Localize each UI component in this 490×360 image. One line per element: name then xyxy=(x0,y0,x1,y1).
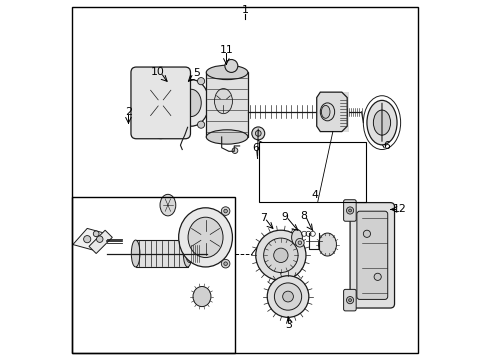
Circle shape xyxy=(221,259,230,268)
Circle shape xyxy=(295,238,304,247)
Circle shape xyxy=(364,230,370,237)
Bar xyxy=(72,197,235,353)
FancyBboxPatch shape xyxy=(350,203,394,308)
Text: 11: 11 xyxy=(220,45,233,55)
Ellipse shape xyxy=(183,240,192,267)
FancyBboxPatch shape xyxy=(357,211,388,300)
Text: 6: 6 xyxy=(383,141,390,151)
Ellipse shape xyxy=(160,194,176,216)
Text: 9: 9 xyxy=(282,212,289,221)
Ellipse shape xyxy=(179,208,232,267)
Polygon shape xyxy=(89,230,112,253)
Ellipse shape xyxy=(156,132,166,139)
Circle shape xyxy=(374,273,381,280)
Ellipse shape xyxy=(188,217,223,257)
Ellipse shape xyxy=(292,229,302,245)
Circle shape xyxy=(97,236,103,242)
Text: 10: 10 xyxy=(151,67,165,77)
Ellipse shape xyxy=(206,65,248,80)
Circle shape xyxy=(264,238,298,273)
Ellipse shape xyxy=(142,78,179,127)
Circle shape xyxy=(224,209,227,213)
Bar xyxy=(136,240,188,267)
Circle shape xyxy=(197,121,205,128)
Ellipse shape xyxy=(198,244,205,262)
Circle shape xyxy=(298,241,302,244)
Bar xyxy=(259,142,366,202)
Circle shape xyxy=(349,299,351,302)
Text: 8: 8 xyxy=(301,211,308,221)
Ellipse shape xyxy=(206,130,248,144)
FancyBboxPatch shape xyxy=(343,200,356,221)
Polygon shape xyxy=(317,92,347,132)
Text: 1: 1 xyxy=(242,5,248,15)
Ellipse shape xyxy=(131,240,140,267)
Circle shape xyxy=(224,262,227,265)
Circle shape xyxy=(225,59,238,72)
Ellipse shape xyxy=(373,110,391,135)
Text: 7: 7 xyxy=(261,213,268,222)
Circle shape xyxy=(252,127,265,140)
Circle shape xyxy=(197,77,205,85)
Ellipse shape xyxy=(367,100,397,145)
Circle shape xyxy=(232,148,238,153)
Ellipse shape xyxy=(156,67,166,74)
Ellipse shape xyxy=(193,287,211,307)
Text: 2: 2 xyxy=(125,107,132,117)
Text: 4: 4 xyxy=(312,190,318,200)
Circle shape xyxy=(84,235,91,243)
Ellipse shape xyxy=(173,80,209,126)
Circle shape xyxy=(221,207,230,215)
Ellipse shape xyxy=(321,105,330,118)
Circle shape xyxy=(93,231,99,237)
Bar xyxy=(206,72,248,137)
Circle shape xyxy=(255,131,261,136)
Circle shape xyxy=(274,283,302,310)
Bar xyxy=(190,244,202,262)
Circle shape xyxy=(346,207,354,214)
Circle shape xyxy=(169,108,176,115)
Circle shape xyxy=(349,209,351,212)
FancyBboxPatch shape xyxy=(343,289,356,311)
Circle shape xyxy=(346,297,354,304)
Text: 5: 5 xyxy=(193,68,200,78)
Circle shape xyxy=(256,230,306,280)
FancyBboxPatch shape xyxy=(131,67,191,139)
Ellipse shape xyxy=(318,233,337,256)
Ellipse shape xyxy=(181,89,201,117)
Ellipse shape xyxy=(320,103,335,121)
Circle shape xyxy=(274,248,288,262)
Circle shape xyxy=(267,276,309,318)
Circle shape xyxy=(228,63,234,69)
Text: 6: 6 xyxy=(252,143,259,153)
Text: 3: 3 xyxy=(285,320,292,330)
Circle shape xyxy=(283,291,294,302)
Polygon shape xyxy=(73,228,107,250)
Ellipse shape xyxy=(186,244,193,262)
Bar xyxy=(320,92,349,132)
Text: 12: 12 xyxy=(392,204,406,215)
Ellipse shape xyxy=(215,89,232,114)
